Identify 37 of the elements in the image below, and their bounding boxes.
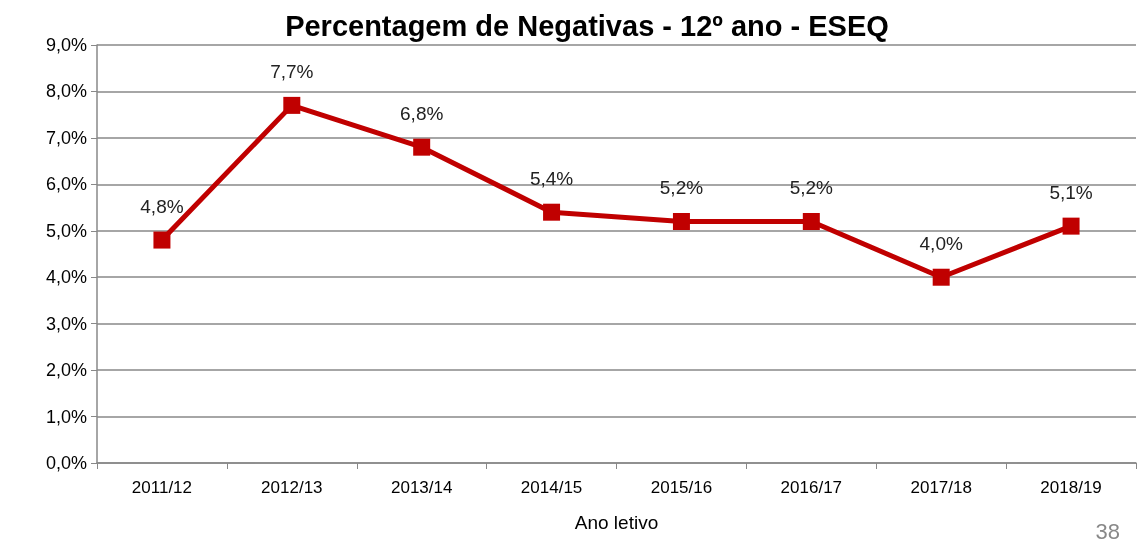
point bbox=[932, 268, 950, 286]
data-label: 5,2% bbox=[789, 176, 834, 198]
data-label: 5,4% bbox=[529, 167, 574, 189]
point bbox=[153, 231, 171, 249]
point bbox=[543, 203, 561, 221]
data-label: 7,7% bbox=[270, 60, 314, 82]
y-tick-label: 4,0% bbox=[45, 267, 87, 288]
point bbox=[802, 212, 820, 230]
x-tick-label: 2012/13 bbox=[261, 478, 323, 497]
x-axis-title: Ano letivo bbox=[574, 512, 659, 533]
point bbox=[672, 212, 690, 230]
x-tick-label: 2018/19 bbox=[1040, 478, 1102, 497]
point bbox=[1062, 217, 1080, 235]
y-tick-label: 8,0% bbox=[45, 81, 87, 102]
point bbox=[283, 96, 301, 114]
y-tick-label: 5,0% bbox=[45, 220, 87, 241]
x-tick-label: 2017/18 bbox=[910, 478, 972, 497]
x-tick-label: 2011/12 bbox=[131, 478, 193, 497]
x-tick-label: 2015/16 bbox=[650, 478, 713, 497]
data-label: 6,8% bbox=[400, 102, 444, 124]
x-tick-label: 2016/17 bbox=[780, 478, 843, 497]
x-tick-label: 2014/15 bbox=[520, 478, 583, 497]
data-label: 4,0% bbox=[919, 232, 963, 254]
data-label: 4,8% bbox=[140, 195, 184, 217]
data-label: 5,2% bbox=[659, 176, 704, 198]
y-tick-label: 6,0% bbox=[45, 174, 87, 195]
text: 38 bbox=[1095, 518, 1121, 542]
data-label: 5,1% bbox=[1049, 181, 1093, 203]
y-tick-label: 7,0% bbox=[45, 127, 87, 148]
point bbox=[413, 138, 431, 156]
y-tick-label: 3,0% bbox=[45, 313, 87, 334]
x-tick-label: 2013/14 bbox=[390, 478, 453, 497]
y-tick-label: 2,0% bbox=[45, 360, 87, 381]
y-tick-label: 0,0% bbox=[45, 453, 87, 473]
y-tick-label: 9,0% bbox=[45, 35, 87, 55]
y-tick-label: 1,0% bbox=[45, 406, 87, 427]
chart-title: Percentagem de Negativas - 12º ano - ESEQ bbox=[285, 9, 889, 42]
